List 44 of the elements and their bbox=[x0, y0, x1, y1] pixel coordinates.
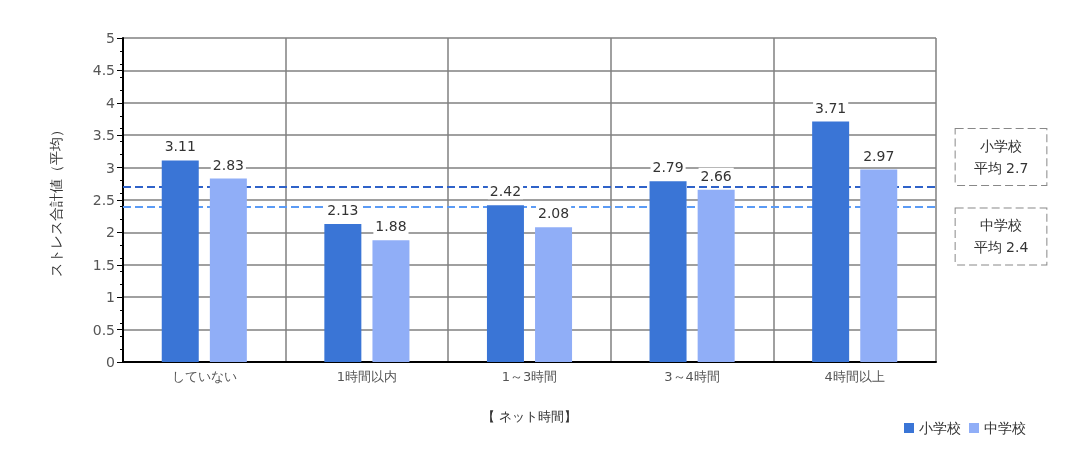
bar bbox=[324, 223, 362, 362]
x-axis-title: 【 ネット時間】 bbox=[481, 409, 578, 424]
bar bbox=[649, 181, 687, 362]
bar bbox=[161, 160, 199, 362]
data-label: 2.66 bbox=[700, 167, 732, 184]
data-label: 2.97 bbox=[863, 147, 895, 164]
text: 小学校 bbox=[980, 138, 1022, 155]
y-tick-label: 1.5 bbox=[92, 256, 115, 273]
data-label: 2.08 bbox=[537, 205, 570, 222]
x-tick-label: 1～3時間 bbox=[501, 369, 558, 384]
data-label: 1.88 bbox=[375, 218, 407, 235]
y-axis-title: ストレス合計値（平均） bbox=[48, 123, 64, 277]
data-label: 3.71 bbox=[815, 99, 847, 116]
y-tick-label: 3.5 bbox=[92, 127, 115, 144]
data-label: 2.13 bbox=[327, 201, 359, 218]
y-tick-label: 4.5 bbox=[92, 62, 115, 79]
bar bbox=[209, 178, 247, 362]
y-tick-label: 1 bbox=[106, 289, 115, 306]
legend-label: 小学校 bbox=[919, 420, 961, 436]
bar bbox=[535, 227, 573, 362]
text: 平均 2.7 bbox=[973, 160, 1029, 177]
text: 中学校 bbox=[980, 217, 1022, 234]
data-label: 3.11 bbox=[164, 138, 196, 155]
y-tick-label: 2.5 bbox=[92, 192, 115, 208]
y-tick-label: 4 bbox=[106, 94, 116, 111]
x-tick-label: 3～4時間 bbox=[664, 369, 720, 384]
legend-label: 中学校 bbox=[984, 420, 1026, 436]
bar bbox=[860, 169, 898, 362]
x-tick-label: 1時間以内 bbox=[336, 369, 398, 384]
y-tick-label: 2 bbox=[106, 224, 115, 241]
data-label: 2.42 bbox=[489, 183, 522, 200]
bar bbox=[812, 121, 850, 362]
bar bbox=[372, 240, 410, 362]
y-tick-label: 0.5 bbox=[92, 321, 115, 338]
y-tick-label: 3 bbox=[106, 159, 115, 176]
bar bbox=[697, 189, 735, 362]
x-tick-label: していない bbox=[171, 369, 237, 384]
y-tick-label: 5 bbox=[106, 30, 115, 46]
y-tick-label: 0 bbox=[106, 354, 115, 370]
data-label: 2.79 bbox=[652, 159, 684, 176]
bar bbox=[486, 205, 524, 362]
text: 平均 2.4 bbox=[973, 239, 1029, 256]
data-label: 2.83 bbox=[212, 156, 244, 173]
x-tick-label: 4時間以上 bbox=[824, 369, 885, 384]
